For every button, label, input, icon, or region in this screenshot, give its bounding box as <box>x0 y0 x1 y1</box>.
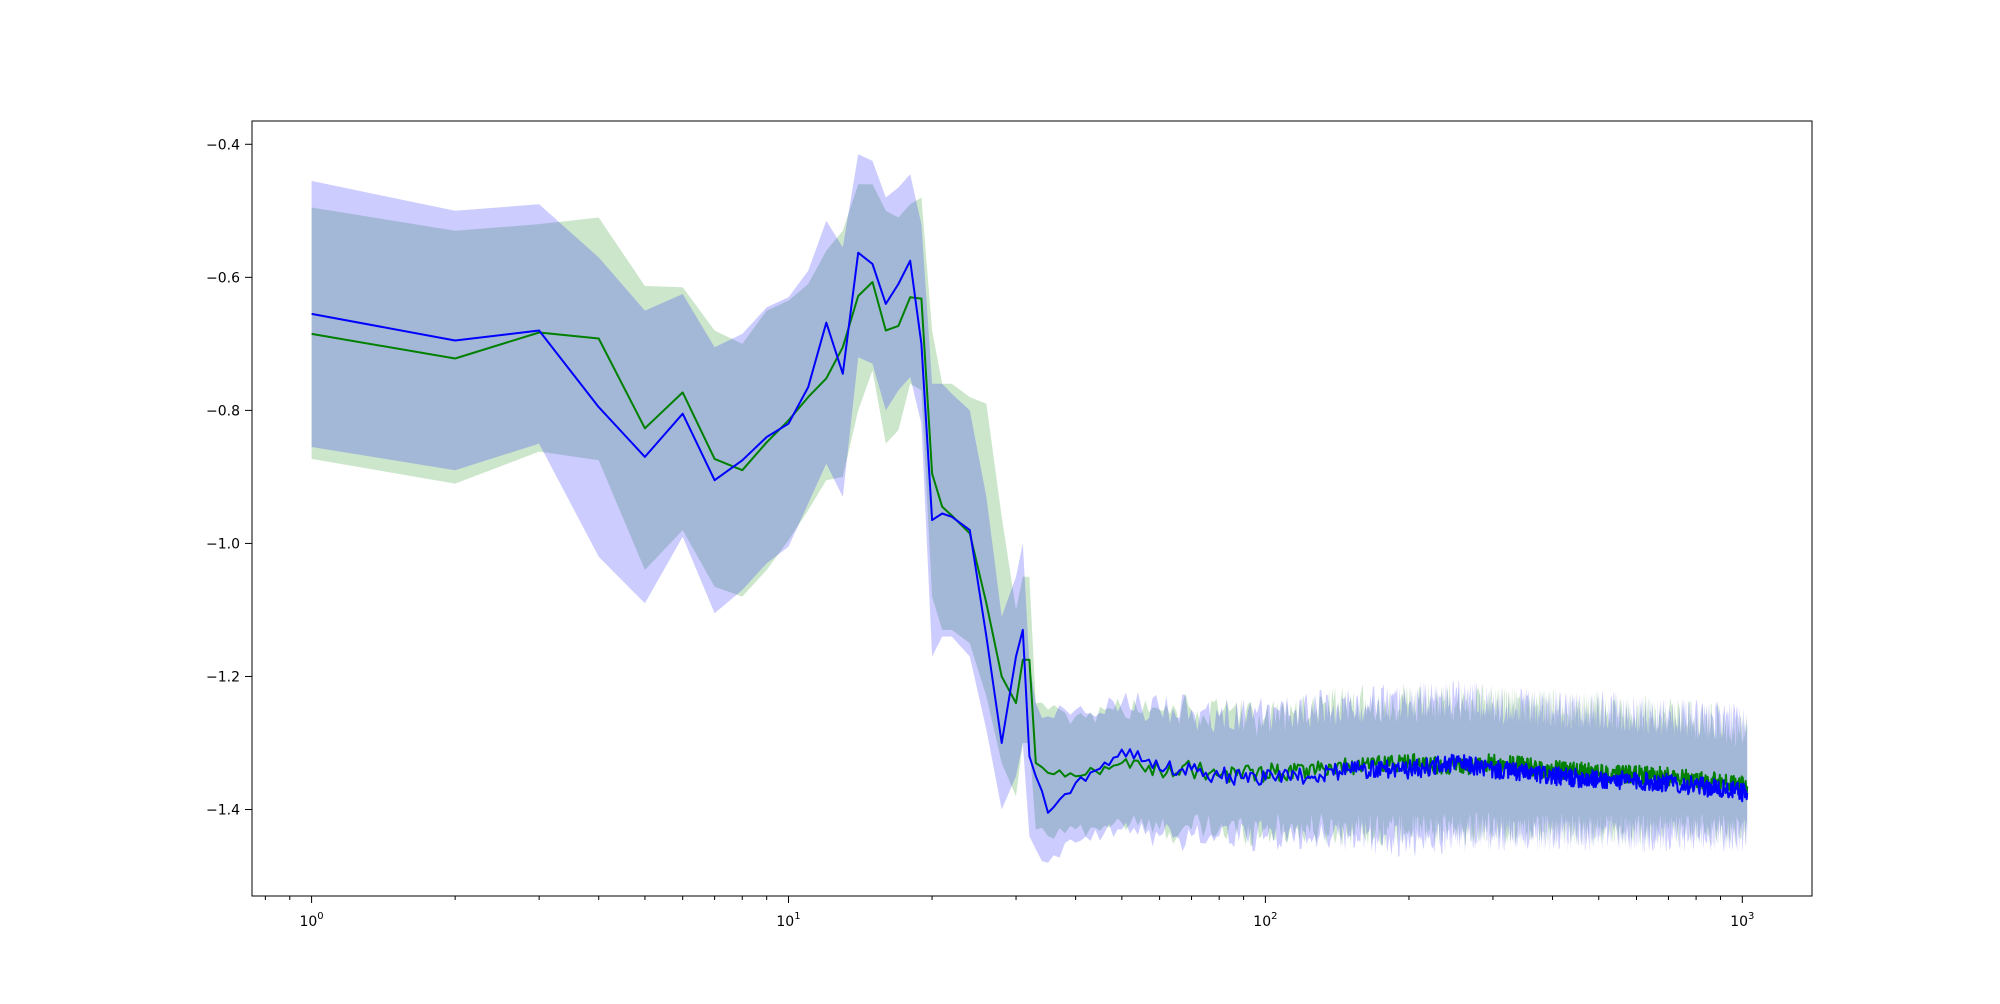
series-lines <box>311 251 1749 814</box>
y-tick-label: −0.8 <box>206 403 240 419</box>
confidence-bands <box>311 154 1748 863</box>
y-axis: −0.4 −0.6 −0.8 −1.0 −1.2 −1.4 <box>206 137 252 819</box>
confidence-band-1 <box>311 184 1748 847</box>
y-tick-label: −1.2 <box>206 669 240 685</box>
y-tick-label: −0.6 <box>206 270 240 286</box>
x-axis: 100 101 102 103 <box>264 896 1754 930</box>
x-tick-label: 102 <box>1253 911 1277 930</box>
series-line-2 <box>311 251 1749 814</box>
y-tick-label: −1.0 <box>206 536 240 552</box>
x-tick-label: 103 <box>1730 911 1754 930</box>
y-tick-label: −1.4 <box>206 803 240 819</box>
confidence-band-2 <box>311 154 1748 863</box>
x-tick-label: 101 <box>776 911 800 930</box>
x-tick-label: 100 <box>299 911 323 930</box>
plot-frame <box>251 120 1813 897</box>
y-tick-label: −0.4 <box>206 137 240 153</box>
